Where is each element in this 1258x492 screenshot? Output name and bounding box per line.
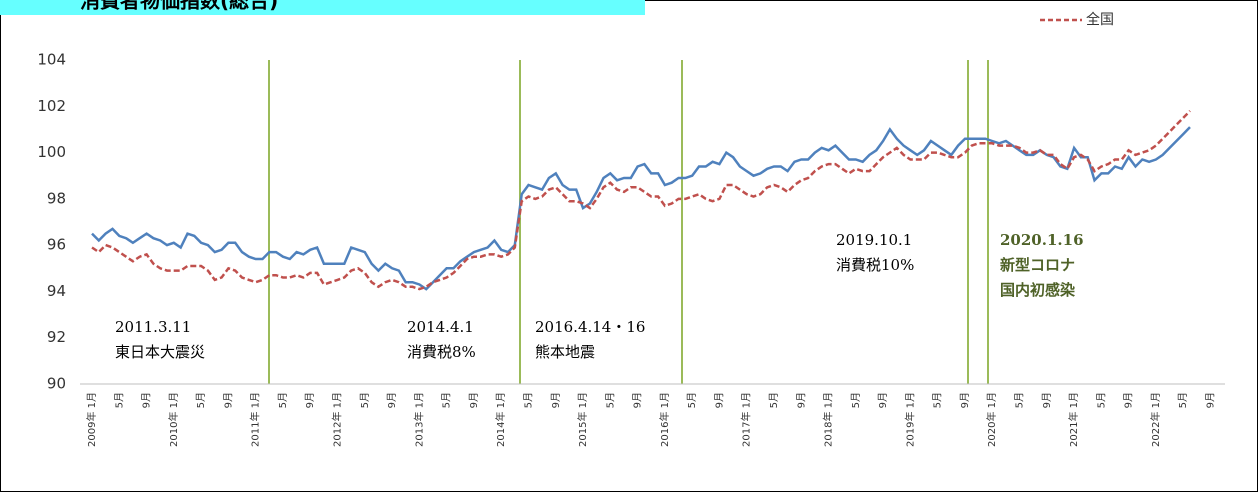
annotation: 2016.4.14・16 bbox=[535, 318, 645, 336]
x-tick-label: 2016年 1月 bbox=[658, 392, 671, 447]
x-tick-label: 5月 bbox=[441, 392, 453, 408]
x-tick-label: 9月 bbox=[386, 392, 398, 408]
x-tick-label: 9月 bbox=[1204, 392, 1216, 408]
x-tick-label: 2022年 1月 bbox=[1149, 392, 1162, 447]
x-tick-label: 2020年 1月 bbox=[985, 392, 998, 447]
x-tick-label: 5月 bbox=[522, 392, 534, 408]
x-tick-label: 2011年 1月 bbox=[249, 392, 262, 447]
event-lines bbox=[268, 60, 989, 384]
x-tick-label: 2012年 1月 bbox=[331, 392, 344, 447]
x-tick-label: 2018年 1月 bbox=[822, 392, 835, 447]
annotation: 消費税8% bbox=[407, 343, 476, 361]
x-tick-label: 5月 bbox=[604, 392, 616, 408]
x-tick-label: 9月 bbox=[222, 392, 234, 408]
y-tick-label: 102 bbox=[37, 97, 66, 115]
x-tick-label: 9月 bbox=[550, 392, 562, 408]
x-tick-label: 5月 bbox=[768, 392, 780, 408]
x-tick-label: 9月 bbox=[795, 392, 807, 408]
x-tick-label: 5月 bbox=[277, 392, 289, 408]
x-tick-label: 2015年 1月 bbox=[576, 392, 589, 447]
legend-label: 全国 bbox=[1086, 11, 1114, 28]
y-tick-label: 104 bbox=[37, 51, 66, 69]
series-line bbox=[91, 126, 1191, 291]
annotation: 熊本地震 bbox=[535, 343, 595, 361]
x-tick-label: 9月 bbox=[1041, 392, 1053, 408]
x-tick-label: 5月 bbox=[113, 392, 125, 408]
x-tick-label: 5月 bbox=[1014, 392, 1026, 408]
x-tick-label: 9月 bbox=[304, 392, 316, 408]
title-box bbox=[0, 0, 645, 15]
annotation: 消費税10% bbox=[836, 256, 914, 274]
y-tick-label: 98 bbox=[47, 189, 66, 207]
annotation: 2019.10.1 bbox=[836, 231, 912, 249]
x-tick-label: 9月 bbox=[877, 392, 889, 408]
x-tick-label: 2013年 1月 bbox=[412, 392, 425, 447]
x-tick-label: 9月 bbox=[959, 392, 971, 408]
x-tick-label: 5月 bbox=[686, 392, 698, 408]
x-tick-label: 2014年 1月 bbox=[494, 392, 507, 447]
x-tick-label: 5月 bbox=[195, 392, 207, 408]
x-tick-label: 5月 bbox=[850, 392, 862, 408]
y-tick-label: 94 bbox=[47, 282, 66, 300]
y-tick-label: 100 bbox=[37, 143, 66, 161]
annotation: 2011.3.11 bbox=[115, 318, 191, 336]
x-tick-label: 5月 bbox=[359, 392, 371, 408]
x-tick-label: 2021年 1月 bbox=[1067, 392, 1080, 447]
annotation: 東日本大震災 bbox=[115, 343, 205, 361]
x-tick-label: 2017年 1月 bbox=[740, 392, 753, 447]
x-tick-label: 5月 bbox=[1177, 392, 1189, 408]
x-tick-label: 5月 bbox=[1095, 392, 1107, 408]
x-tick-label: 2010年 1月 bbox=[167, 392, 180, 447]
x-tick-label: 9月 bbox=[632, 392, 644, 408]
x-tick-label: 2019年 1月 bbox=[903, 392, 916, 447]
chart-title: 消費者物価指数(総合) bbox=[80, 0, 278, 13]
x-tick-label: 9月 bbox=[141, 392, 153, 408]
x-tick-label: 2009年 1月 bbox=[85, 392, 98, 447]
annotation: 新型コロナ bbox=[1000, 256, 1075, 274]
y-tick-label: 96 bbox=[47, 236, 66, 254]
annotation: 2014.4.1 bbox=[407, 318, 474, 336]
x-tick-label: 9月 bbox=[1123, 392, 1135, 408]
x-tick-label: 9月 bbox=[468, 392, 480, 408]
y-tick-label: 92 bbox=[47, 328, 66, 346]
x-tick-label: 5月 bbox=[932, 392, 944, 408]
x-tick-label: 9月 bbox=[713, 392, 725, 408]
annotation: 2020.1.16 bbox=[1000, 231, 1084, 249]
y-tick-label: 90 bbox=[47, 375, 66, 393]
annotation: 国内初感染 bbox=[1000, 281, 1076, 299]
series-line bbox=[91, 110, 1191, 291]
